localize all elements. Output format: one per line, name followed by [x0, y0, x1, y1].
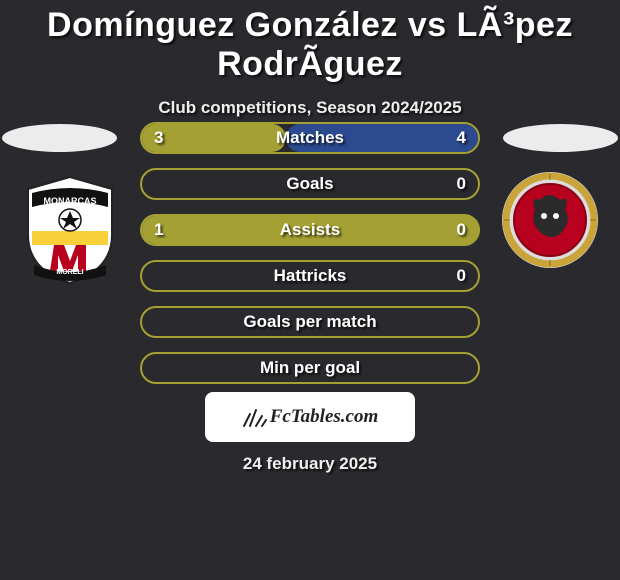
- stat-row-assists: Assists10: [140, 214, 480, 246]
- svg-text:MORELI: MORELI: [56, 269, 83, 276]
- bar-left-segment: [142, 216, 480, 244]
- stats-bars: Matches34Goals0Assists10Hattricks0Goals …: [140, 122, 480, 398]
- bar-right-value: 0: [457, 220, 466, 240]
- bar-outline: [140, 352, 480, 384]
- stat-row-mpg: Min per goal: [140, 352, 480, 384]
- date-label: 24 february 2025: [0, 454, 620, 474]
- bar-right-value: 0: [457, 174, 466, 194]
- bar-left-value: 1: [154, 220, 163, 240]
- brand-text: FcTables.com: [242, 406, 379, 428]
- svg-text:MONARCAS: MONARCAS: [44, 196, 97, 206]
- brand-label: FcTables.com: [270, 406, 379, 428]
- bar-right-segment: [286, 124, 478, 152]
- bar-right-value: 0: [457, 266, 466, 286]
- bar-left-segment: [142, 124, 286, 152]
- stat-row-goals: Goals0: [140, 168, 480, 200]
- stat-row-hattricks: Hattricks0: [140, 260, 480, 292]
- stat-row-matches: Matches34: [140, 122, 480, 154]
- right-player-ellipse: [503, 124, 618, 152]
- bar-right-value: 4: [457, 128, 466, 148]
- brand-box: FcTables.com: [205, 392, 415, 442]
- bar-outline: [140, 260, 480, 292]
- bar-left-value: 3: [154, 128, 163, 148]
- page-subtitle: Club competitions, Season 2024/2025: [0, 98, 620, 118]
- bar-outline: [140, 306, 480, 338]
- bar-outline: [140, 168, 480, 200]
- left-team-crest: MONARCAS MORELI: [20, 175, 120, 285]
- left-player-ellipse: [2, 124, 117, 152]
- stat-row-gpm: Goals per match: [140, 306, 480, 338]
- page-title: Domínguez González vs LÃ³pez RodrÃ­guez: [0, 0, 620, 84]
- right-team-crest: [500, 170, 600, 270]
